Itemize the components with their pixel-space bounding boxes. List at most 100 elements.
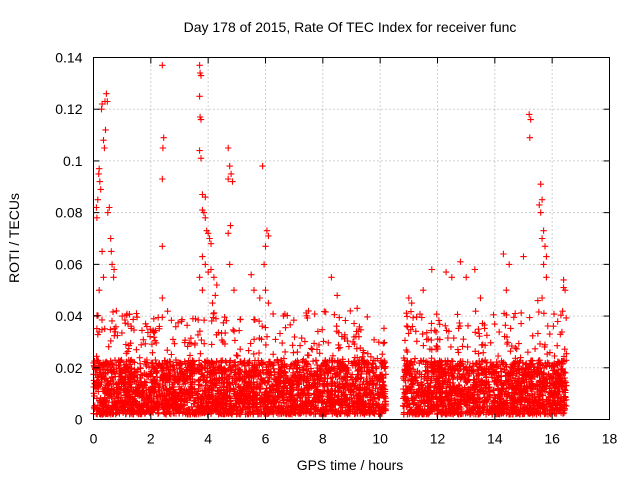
data-point: [148, 341, 156, 348]
data-point: [133, 346, 140, 353]
data-point: [298, 334, 305, 342]
data-point: [526, 111, 533, 118]
data-point: [423, 336, 430, 343]
data-point: [251, 316, 259, 323]
chart-title: Day 178 of 2015, Rate Of TEC Index for r…: [184, 19, 517, 35]
data-point: [117, 359, 124, 366]
data-point: [168, 361, 176, 369]
data-point: [191, 341, 199, 349]
data-point: [124, 348, 131, 355]
data-point: [122, 341, 130, 348]
data-point: [280, 355, 288, 362]
data-point: [341, 335, 348, 342]
data-point: [210, 309, 218, 317]
data-point: [218, 379, 225, 386]
data-point: [98, 373, 105, 380]
data-point: [226, 387, 233, 395]
data-point: [357, 326, 365, 333]
data-point: [124, 406, 131, 414]
data-point: [240, 401, 247, 409]
data-point: [524, 349, 532, 356]
data-point: [264, 379, 271, 386]
data-point: [454, 311, 461, 318]
data-point: [164, 400, 172, 407]
data-point: [475, 326, 482, 333]
data-point: [93, 214, 101, 221]
data-point: [376, 371, 384, 378]
data-point: [96, 410, 103, 417]
data-point: [250, 411, 257, 418]
data-point: [282, 379, 289, 386]
data-point: [259, 323, 266, 330]
data-point: [126, 371, 133, 379]
data-point: [263, 227, 271, 234]
data-point: [109, 410, 116, 418]
data-point: [183, 322, 191, 329]
data-point: [540, 310, 548, 317]
data-point: [286, 382, 293, 389]
data-point: [102, 126, 109, 134]
data-point: [190, 368, 198, 375]
data-point: [270, 397, 277, 404]
data-point: [296, 364, 303, 371]
data-point: [496, 328, 503, 336]
data-point: [454, 346, 462, 353]
data-point: [336, 344, 344, 351]
data-point: [356, 323, 363, 330]
data-point: [507, 348, 514, 355]
data-point: [320, 338, 327, 345]
x-tick-label: 14: [487, 431, 503, 447]
data-point: [403, 322, 410, 330]
data-point: [313, 346, 321, 353]
data-point: [263, 333, 271, 340]
data-point: [198, 395, 206, 403]
data-point: [536, 340, 544, 348]
data-point: [127, 340, 134, 347]
data-point: [327, 395, 335, 402]
data-point: [199, 253, 206, 260]
data-point: [356, 357, 363, 364]
data-point: [284, 404, 292, 411]
data-point: [170, 396, 177, 403]
data-point: [267, 384, 274, 391]
data-point: [472, 329, 479, 336]
data-point: [113, 405, 120, 413]
data-point: [372, 385, 379, 392]
data-point: [351, 395, 358, 402]
data-point: [354, 367, 361, 375]
data-point: [483, 332, 491, 339]
data-point: [274, 394, 282, 401]
data-point: [364, 350, 371, 357]
data-point: [471, 266, 478, 273]
data-point: [130, 326, 138, 334]
data-point: [187, 335, 195, 342]
data-point: [405, 294, 412, 302]
data-point: [133, 314, 141, 321]
data-point: [98, 248, 106, 255]
data-point: [260, 261, 268, 268]
data-point: [310, 340, 318, 347]
data-point: [274, 407, 281, 414]
data-point: [236, 390, 243, 398]
data-point: [218, 359, 225, 366]
data-point: [327, 387, 334, 395]
data-point: [126, 311, 133, 318]
data-point: [94, 196, 101, 203]
data-point: [259, 162, 266, 170]
data-point: [477, 294, 484, 302]
data-point: [201, 340, 208, 347]
data-point: [246, 374, 253, 382]
data-point: [403, 313, 411, 320]
data-point: [265, 232, 272, 240]
data-point: [237, 346, 244, 353]
data-point: [182, 380, 189, 387]
data-point: [159, 382, 166, 390]
data-point: [93, 377, 101, 384]
data-point: [365, 384, 373, 391]
data-point: [233, 407, 241, 414]
data-point: [101, 362, 108, 370]
data-point: [250, 350, 257, 358]
data-point: [207, 410, 215, 417]
data-point: [198, 336, 205, 344]
data-point: [236, 366, 243, 373]
